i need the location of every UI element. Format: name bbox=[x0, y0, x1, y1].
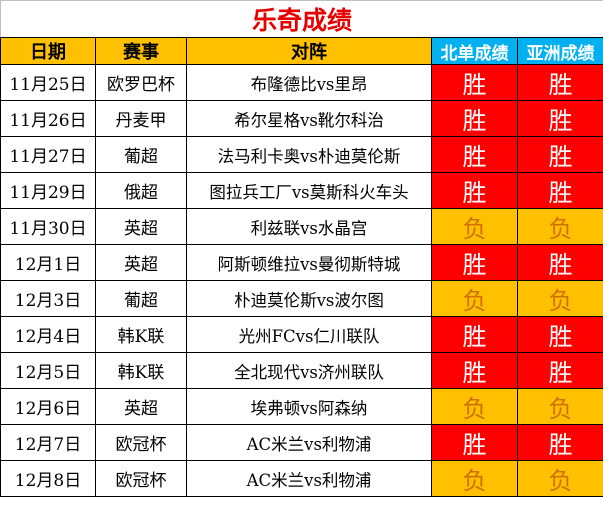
header-row: 日期 赛事 对阵 北单成绩 亚洲成绩 bbox=[0, 37, 603, 65]
date-cell: 12月3日 bbox=[0, 280, 96, 317]
league-cell: 欧冠杯 bbox=[95, 424, 187, 461]
asian-result-cell: 胜 bbox=[517, 100, 603, 137]
match-cell: 希尔星格vs靴尔科治 bbox=[186, 100, 432, 137]
date-cell: 12月1日 bbox=[0, 244, 96, 281]
asian-result-cell: 胜 bbox=[517, 136, 603, 173]
date-cell: 12月8日 bbox=[0, 460, 96, 497]
table-row: 12月6日 英超 埃弗顿vs阿森纳负负 bbox=[0, 388, 603, 425]
league-cell: 丹麦甲 bbox=[95, 100, 187, 137]
asian-result-cell: 胜 bbox=[517, 352, 603, 389]
date-cell: 11月25日 bbox=[0, 64, 96, 101]
table-row: 12月4日 韩K联 光州FCvs仁川联队胜胜 bbox=[0, 316, 603, 353]
header-beidan: 北单成绩 bbox=[431, 37, 518, 65]
match-cell: 利兹联vs水晶宫 bbox=[186, 208, 432, 245]
league-cell: 欧冠杯 bbox=[95, 460, 187, 497]
title-row: 乐奇成绩 bbox=[0, 0, 603, 38]
beidan-result-cell: 胜 bbox=[431, 100, 518, 137]
date-cell: 11月30日 bbox=[0, 208, 96, 245]
league-cell: 欧罗巴杯 bbox=[95, 64, 187, 101]
match-cell: AC米兰vs利物浦 bbox=[186, 424, 432, 461]
beidan-result-cell: 胜 bbox=[431, 244, 518, 281]
table-row: 12月8日 欧冠杯 AC米兰vs利物浦负负 bbox=[0, 460, 603, 497]
league-cell: 葡超 bbox=[95, 280, 187, 317]
asian-result-cell: 负 bbox=[517, 208, 603, 245]
table-row: 11月26日 丹麦甲 希尔星格vs靴尔科治胜胜 bbox=[0, 100, 603, 137]
beidan-result-cell: 负 bbox=[431, 280, 518, 317]
page-title: 乐奇成绩 bbox=[0, 0, 603, 38]
table-row: 12月5日 韩K联 全北现代vs济州联队胜胜 bbox=[0, 352, 603, 389]
match-cell: 埃弗顿vs阿森纳 bbox=[186, 388, 432, 425]
date-cell: 12月6日 bbox=[0, 388, 96, 425]
league-cell: 俄超 bbox=[95, 172, 187, 209]
asian-result-cell: 胜 bbox=[517, 316, 603, 353]
league-cell: 韩K联 bbox=[95, 352, 187, 389]
match-cell: 布隆德比vs里昂 bbox=[186, 64, 432, 101]
beidan-result-cell: 负 bbox=[431, 208, 518, 245]
match-cell: 阿斯顿维拉vs曼彻斯特城 bbox=[186, 244, 432, 281]
beidan-result-cell: 负 bbox=[431, 460, 518, 497]
league-cell: 英超 bbox=[95, 244, 187, 281]
table-row: 12月7日 欧冠杯 AC米兰vs利物浦胜胜 bbox=[0, 424, 603, 461]
asian-result-cell: 负 bbox=[517, 388, 603, 425]
date-cell: 11月29日 bbox=[0, 172, 96, 209]
table-row: 11月27日 葡超 法马利卡奥vs朴迪莫伦斯胜胜 bbox=[0, 136, 603, 173]
beidan-result-cell: 胜 bbox=[431, 136, 518, 173]
beidan-result-cell: 负 bbox=[431, 388, 518, 425]
table-row: 11月25日 欧罗巴杯 布隆德比vs里昂胜胜 bbox=[0, 64, 603, 101]
match-cell: 法马利卡奥vs朴迪莫伦斯 bbox=[186, 136, 432, 173]
beidan-result-cell: 胜 bbox=[431, 172, 518, 209]
table-row: 11月30日 英超 利兹联vs水晶宫负负 bbox=[0, 208, 603, 245]
match-cell: AC米兰vs利物浦 bbox=[186, 460, 432, 497]
league-cell: 英超 bbox=[95, 388, 187, 425]
asian-result-cell: 负 bbox=[517, 280, 603, 317]
beidan-result-cell: 胜 bbox=[431, 424, 518, 461]
table-row: 12月3日 葡超 朴迪莫伦斯vs波尔图负负 bbox=[0, 280, 603, 317]
table-row: 11月29日 俄超 图拉兵工厂vs莫斯科火车头胜胜 bbox=[0, 172, 603, 209]
match-cell: 全北现代vs济州联队 bbox=[186, 352, 432, 389]
header-league: 赛事 bbox=[95, 37, 187, 65]
beidan-result-cell: 胜 bbox=[431, 352, 518, 389]
league-cell: 韩K联 bbox=[95, 316, 187, 353]
table-row: 12月1日 英超 阿斯顿维拉vs曼彻斯特城胜胜 bbox=[0, 244, 603, 281]
league-cell: 英超 bbox=[95, 208, 187, 245]
league-cell: 葡超 bbox=[95, 136, 187, 173]
match-cell: 图拉兵工厂vs莫斯科火车头 bbox=[186, 172, 432, 209]
date-cell: 12月4日 bbox=[0, 316, 96, 353]
asian-result-cell: 胜 bbox=[517, 424, 603, 461]
match-cell: 光州FCvs仁川联队 bbox=[186, 316, 432, 353]
asian-result-cell: 负 bbox=[517, 460, 603, 497]
header-date: 日期 bbox=[0, 37, 96, 65]
date-cell: 11月27日 bbox=[0, 136, 96, 173]
header-asian: 亚洲成绩 bbox=[517, 37, 603, 65]
asian-result-cell: 胜 bbox=[517, 172, 603, 209]
date-cell: 12月7日 bbox=[0, 424, 96, 461]
asian-result-cell: 胜 bbox=[517, 244, 603, 281]
match-cell: 朴迪莫伦斯vs波尔图 bbox=[186, 280, 432, 317]
beidan-result-cell: 胜 bbox=[431, 64, 518, 101]
beidan-result-cell: 胜 bbox=[431, 316, 518, 353]
asian-result-cell: 胜 bbox=[517, 64, 603, 101]
date-cell: 11月26日 bbox=[0, 100, 96, 137]
header-match: 对阵 bbox=[186, 37, 432, 65]
date-cell: 12月5日 bbox=[0, 352, 96, 389]
